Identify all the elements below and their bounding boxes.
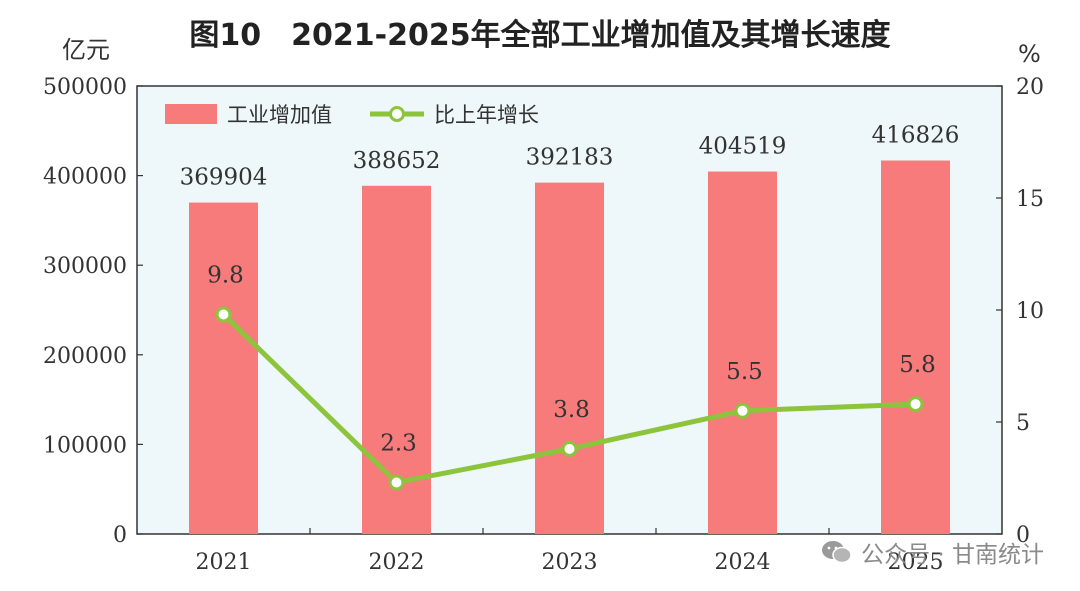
right-axis-unit: % [1018, 40, 1041, 68]
line-point [561, 440, 578, 457]
wechat-icon [822, 541, 852, 564]
line-series [215, 306, 924, 491]
legend-bar-swatch [165, 104, 217, 124]
bar [189, 202, 258, 534]
left-axis-tick-label: 100000 [43, 433, 127, 458]
legend-line-label: 比上年增长 [434, 103, 539, 127]
line-value-label: 3.8 [553, 397, 590, 423]
right-axis-tick-label: 5 [1016, 411, 1030, 436]
bar-value-label: 369904 [180, 165, 268, 191]
left-axis-tick-label: 500000 [43, 75, 127, 100]
legend-bar-label: 工业增加值 [227, 103, 332, 127]
line-point [388, 474, 405, 491]
line-point [734, 402, 751, 419]
bar-value-label: 388652 [353, 148, 441, 174]
line-value-label: 5.8 [899, 352, 936, 378]
x-axis-tick-label: 2025 [888, 550, 944, 575]
left-axis-tick-label: 200000 [43, 344, 127, 369]
line-value-labels: 9.8 2.3 3.8 5.5 5.8 [207, 262, 936, 456]
left-axis-unit: 亿元 [62, 36, 110, 64]
axes: 0100000200000300000400000500000051015202… [43, 75, 1044, 575]
legend-line-marker [389, 106, 405, 122]
line-value-label: 9.8 [207, 262, 244, 288]
bar-value-label: 404519 [699, 134, 787, 160]
legend: 工业增加值 比上年增长 [165, 103, 539, 127]
x-axis-tick-label: 2024 [715, 550, 771, 575]
bar [881, 160, 950, 534]
x-axis-tick-label: 2021 [196, 550, 252, 575]
left-axis-tick-label: 300000 [43, 254, 127, 279]
left-axis-tick-label: 400000 [43, 165, 127, 190]
x-axis-tick-label: 2023 [542, 550, 598, 575]
right-axis-tick-label: 0 [1016, 523, 1030, 548]
watermark-text: 公众号 · 甘南统计 [861, 542, 1044, 568]
bar [708, 171, 777, 535]
watermark: 公众号 · 甘南统计 [821, 535, 1044, 569]
line-point [907, 396, 924, 413]
line-value-label: 2.3 [380, 430, 417, 456]
chart-title: 图10 2021-2025年全部工业增加值及其增长速度 [189, 18, 891, 53]
right-axis-tick-label: 20 [1016, 75, 1044, 100]
bar [535, 182, 604, 534]
line-value-label: 5.5 [726, 359, 763, 385]
bar-value-label: 392183 [526, 145, 614, 171]
x-axis-tick-label: 2022 [369, 550, 425, 575]
left-axis-tick-label: 0 [113, 523, 127, 548]
right-axis-tick-label: 10 [1016, 299, 1044, 324]
line-point [215, 306, 232, 323]
bar-value-label: 416826 [872, 123, 960, 149]
bar-value-labels: 369904 388652 392183 404519 416826 [180, 123, 960, 191]
right-axis-tick-label: 15 [1016, 187, 1044, 212]
